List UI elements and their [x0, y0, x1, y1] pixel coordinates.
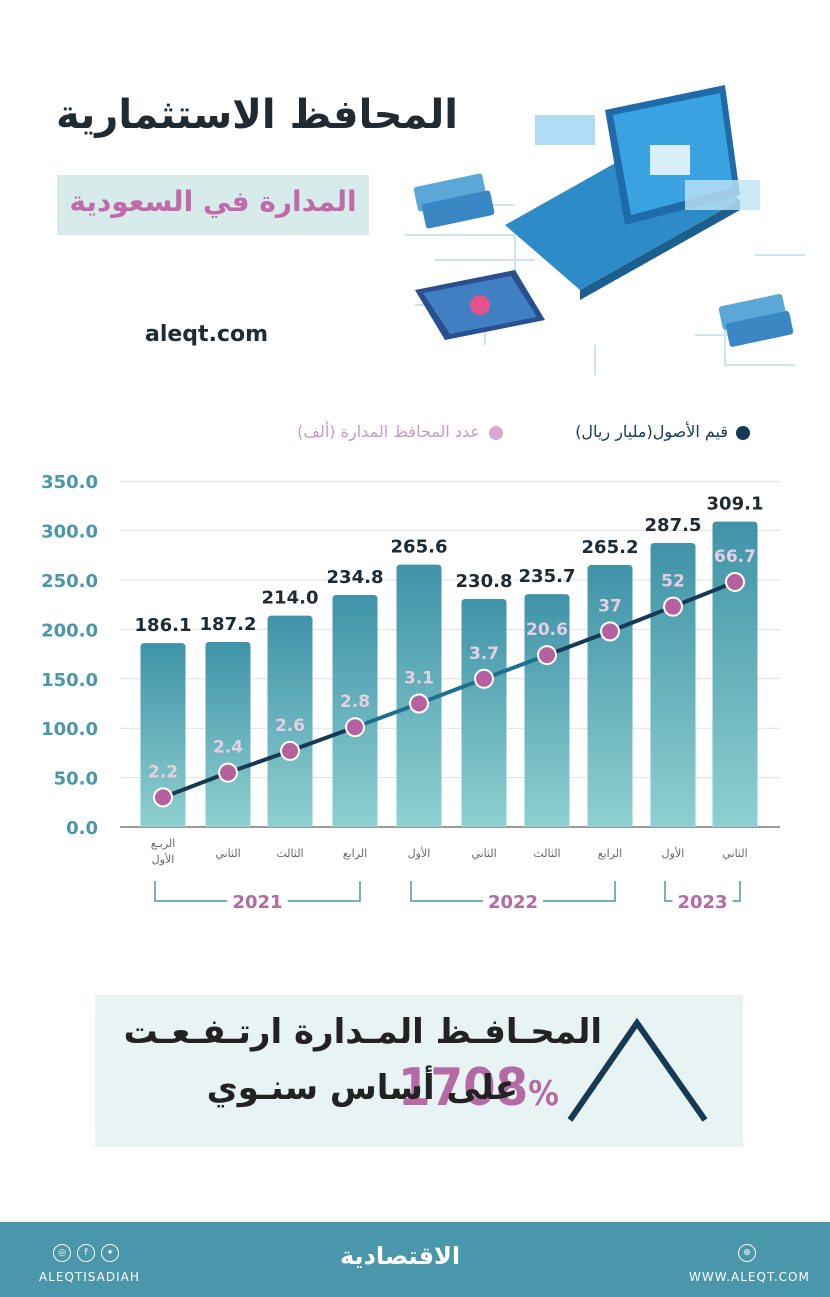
instagram-icon[interactable]: ◎	[53, 1244, 71, 1262]
bank-icon	[650, 145, 690, 175]
page-subtitle: المدارة في السعودية	[69, 185, 357, 218]
year-bracket	[410, 881, 616, 902]
line-segment	[672, 580, 736, 609]
line-segment	[354, 701, 420, 730]
combo-chart: 0.0 50.0 100.0 150.0 200.0 250.0 300.0 350.0 18…	[41, 472, 780, 913]
line-point	[600, 621, 620, 642]
globe-icon[interactable]: ⊕	[738, 1244, 756, 1262]
line-point	[218, 762, 238, 783]
bar-value-label: 234.8	[327, 567, 384, 588]
x-tick-label: الأول	[662, 846, 685, 860]
x-tick-label: الرابع	[598, 847, 622, 860]
bar	[712, 521, 758, 827]
year-label: 2023	[677, 892, 727, 913]
bar-value-label: 235.7	[519, 566, 576, 587]
line-value-label: 3.7	[469, 644, 499, 664]
site-url: aleqt.com	[145, 322, 269, 347]
up-chevron-icon	[567, 1018, 708, 1122]
line-segment	[227, 749, 291, 775]
legend-portfolios-marker	[489, 426, 503, 440]
line-segment	[609, 604, 674, 634]
x-tick-label: الثاني	[471, 847, 496, 860]
year-bracket	[154, 881, 361, 902]
bar-value-label: 287.5	[645, 515, 702, 536]
line-point	[725, 571, 745, 592]
money-stack-icon	[413, 173, 495, 229]
line-point	[474, 668, 494, 689]
line-value-label: 37	[598, 596, 622, 616]
callout-box	[95, 995, 743, 1147]
bar-value-label: 186.1	[135, 615, 192, 636]
bar-value-label: 214.0	[262, 588, 319, 609]
footer-handle[interactable]: ALEQTISADIAH	[39, 1270, 140, 1284]
x-tick-label: الثاني	[215, 847, 240, 860]
bar-value-label: 309.1	[707, 494, 764, 515]
line-point	[153, 787, 173, 808]
x-tick-label: الأول	[408, 846, 431, 860]
year-bracket	[664, 881, 741, 902]
smartphone-icon	[415, 270, 545, 340]
line-segment	[483, 653, 548, 681]
legend-assets-marker	[736, 426, 750, 440]
line-value-label: 20.6	[526, 620, 568, 640]
legend-portfolios-label: عدد المحافظ المدارة (ألف)	[297, 422, 480, 441]
line-value-label: 2.4	[213, 738, 243, 758]
line-segment	[418, 676, 485, 706]
line-value-label: 2.6	[275, 716, 305, 736]
line-point	[409, 693, 429, 714]
bar	[332, 595, 378, 827]
line-value-label: 52	[661, 572, 685, 592]
x-tick-label: الربـع	[151, 837, 176, 850]
year-label: 2022	[488, 892, 538, 913]
line-value-label: 3.1	[404, 669, 434, 689]
bar	[587, 564, 633, 827]
facebook-icon[interactable]: f	[77, 1244, 95, 1262]
callout-line2: على أساس سنـوي	[206, 1068, 518, 1108]
bar	[140, 643, 186, 827]
y-tick-label: 200.0	[41, 620, 98, 641]
callout-line1: المحـافـظ المـدارة ارتـفـعـت	[123, 1012, 602, 1052]
bar-value-label: 265.6	[391, 537, 448, 558]
y-tick-label: 300.0	[41, 522, 98, 543]
y-tick-label: 250.0	[41, 571, 98, 592]
page-title: المحافظ الاستثمارية	[56, 92, 458, 138]
y-tick-label: 50.0	[54, 769, 98, 790]
subtitle-box: المدارة في السعودية	[57, 175, 369, 235]
footer-website[interactable]: WWW.ALEQT.COM	[689, 1270, 810, 1284]
line-segment	[162, 770, 229, 800]
x-tick-label: الرابع	[343, 847, 367, 860]
line-segment	[289, 725, 356, 753]
bar-value-label: 265.2	[582, 537, 639, 558]
x-tick-label: الأول	[152, 852, 175, 866]
laptop-illustration	[405, 85, 805, 375]
x-tick-label: الثالث	[533, 847, 560, 860]
line-point	[345, 717, 365, 738]
y-tick-label: 100.0	[41, 719, 98, 740]
bar-value-label: 187.2	[200, 614, 257, 635]
callout-number: 1708%	[398, 1058, 559, 1118]
bar-value-label: 230.8	[456, 571, 513, 592]
footer-bar	[0, 1222, 830, 1297]
y-tick-label: 150.0	[41, 670, 98, 691]
bar	[267, 615, 313, 827]
line-point	[537, 645, 557, 666]
bar	[205, 642, 251, 827]
line-point	[280, 740, 300, 761]
brand-logo: الاقتصادية	[340, 1242, 461, 1270]
legend-assets-label: قيم الأصول(مليار ريال)	[575, 422, 728, 441]
twitter-icon[interactable]: ✦	[101, 1244, 119, 1262]
y-tick-label: 0.0	[66, 818, 98, 839]
line-point	[663, 596, 683, 617]
year-label: 2021	[232, 892, 282, 913]
y-tick-label: 350.0	[41, 472, 98, 493]
line-segment	[546, 629, 611, 657]
x-tick-label: الثالث	[276, 847, 303, 860]
bar	[461, 598, 507, 827]
bar	[650, 542, 696, 827]
money-stack-icon	[718, 293, 794, 347]
x-tick-label: الثاني	[722, 847, 747, 860]
line-value-label: 66.7	[714, 547, 756, 567]
line-value-label: 2.8	[340, 692, 370, 712]
line-value-label: 2.2	[148, 762, 178, 782]
